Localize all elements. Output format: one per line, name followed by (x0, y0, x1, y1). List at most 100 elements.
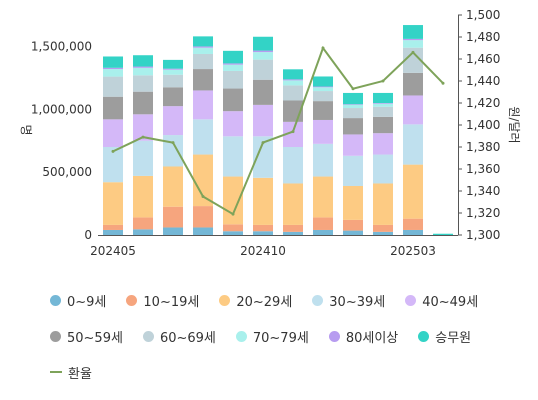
bar-segment-7-2 (163, 69, 183, 75)
bar-segment-1-4 (223, 224, 243, 232)
bar-segment-5-9 (373, 116, 393, 134)
legend-item[interactable]: 환율 (50, 363, 92, 382)
legend-swatch (126, 294, 138, 306)
bar-segment-4-10 (403, 95, 423, 125)
legend-label: 0~9세 (67, 294, 107, 310)
exchange-rate-point (111, 149, 115, 153)
bar-segment-8-7 (313, 86, 333, 88)
bar-segment-0-3 (193, 227, 213, 235)
legend-swatch (219, 294, 231, 306)
bar-segment-2-7 (313, 176, 333, 218)
bar-segment-7-5 (253, 52, 273, 60)
bar-segment-9-10 (403, 25, 423, 39)
bar-segment-9-0 (103, 56, 123, 68)
exchange-rate-point (411, 50, 415, 54)
legend-item[interactable]: 30~39세 (312, 291, 385, 310)
bar-segment-5-7 (313, 101, 333, 120)
bar-segment-6-2 (163, 74, 183, 88)
bar-segment-1-3 (193, 206, 213, 228)
legend-label: 50~59세 (67, 330, 123, 346)
bar-segment-0-4 (223, 231, 243, 235)
y-right-tick-label: 1,400 (466, 118, 500, 132)
bar-segment-1-1 (133, 217, 153, 230)
bar-segment-7-3 (193, 47, 213, 54)
legend-swatch (50, 371, 62, 373)
bar-segment-6-0 (103, 76, 123, 97)
legend-item[interactable]: 20~29세 (219, 291, 292, 310)
bar-segment-5-3 (193, 69, 213, 91)
bar-segment-1-8 (343, 219, 363, 231)
y-right-tick-label: 1,320 (466, 206, 500, 220)
bar-segment-7-8 (343, 104, 363, 109)
bar-segment-5-5 (253, 79, 273, 105)
bar-segment-0-0 (103, 229, 123, 235)
exchange-rate-point (441, 81, 445, 85)
bar-segment-3-7 (313, 143, 333, 177)
bar-segment-2-8 (343, 185, 363, 220)
bar-segment-2-4 (223, 176, 243, 225)
y-right-axis-title: 원/달러 (507, 106, 521, 143)
bar-segment-2-3 (193, 154, 213, 207)
bar-segment-6-4 (223, 70, 243, 89)
bar-segment-4-2 (163, 106, 183, 136)
exchange-rate-point (351, 87, 355, 91)
bar-segment-7-4 (223, 64, 243, 71)
y-right-tick-label: 1,500 (466, 8, 500, 22)
bar-segment-9-7 (313, 76, 333, 87)
legend-item[interactable]: 70~79세 (235, 327, 309, 346)
legend-item[interactable]: 60~69세 (142, 327, 216, 346)
bar-segment-2-9 (373, 183, 393, 225)
bar-segment-7-10 (403, 40, 423, 48)
exchange-rate-point (321, 46, 325, 50)
bar-segment-9-11 (433, 233, 453, 235)
bar-segment-8-3 (193, 46, 213, 48)
y-right-tick-label: 1,420 (466, 96, 500, 110)
bar-segment-6-5 (253, 59, 273, 80)
bar-segment-5-2 (163, 87, 183, 107)
bar-segment-7-1 (133, 67, 153, 76)
legend-label: 80세이상 (345, 330, 399, 346)
y-left-tick-label: 0 (84, 228, 92, 242)
y-right-tick-label: 1,380 (466, 140, 500, 154)
bar-segment-2-2 (163, 166, 183, 207)
legend-item[interactable]: 40~49세 (405, 291, 478, 310)
bar-segment-4-9 (373, 133, 393, 155)
axes-layer: 0 500,000 1,000,000 1,500,000 1,300 1,320 1,34… (19, 8, 521, 258)
bar-segment-6-1 (133, 75, 153, 92)
legend-label: 승무원 (435, 330, 472, 346)
chart: 0 500,000 1,000,000 1,500,000 1,300 1,320 1,34… (19, 8, 521, 258)
legend-swatch (312, 294, 324, 306)
legend-swatch (418, 330, 430, 342)
bar-segment-7-0 (103, 69, 123, 77)
y-left-axis-title: 명 (19, 124, 33, 135)
x-tick-label: 202503 (390, 244, 436, 258)
bar-segment-6-6 (283, 85, 303, 101)
exchange-rate-point (141, 135, 145, 139)
bar-segment-2-6 (283, 183, 303, 225)
legend-item[interactable]: 0~9세 (50, 291, 106, 310)
legend-row: 50~59세 60~69세 70~79세 80세이상 승무원 (50, 318, 520, 354)
bar-segment-3-3 (193, 119, 213, 155)
bar-segment-5-0 (103, 96, 123, 120)
exchange-rate-point (171, 141, 175, 145)
bar-segment-3-6 (283, 147, 303, 184)
y-right-tick-label: 1,300 (466, 228, 500, 242)
bars-layer (103, 25, 453, 235)
legend-item[interactable]: 10~19세 (126, 291, 199, 310)
bar-segment-0-1 (133, 229, 153, 235)
legend-item[interactable]: 80세이상 (328, 327, 399, 346)
bar-segment-8-5 (253, 50, 273, 53)
legend-item[interactable]: 승무원 (418, 327, 471, 346)
legend: 0~9세 10~19세 20~29세 30~39세 40~49세 50~59세 60~69세… (50, 282, 520, 390)
y-right-tick-label: 1,340 (466, 184, 500, 198)
legend-swatch (50, 294, 61, 306)
legend-item[interactable]: 50~59세 (50, 327, 123, 346)
bar-segment-0-7 (313, 229, 333, 235)
legend-swatch (50, 330, 61, 342)
bar-segment-4-7 (313, 119, 333, 144)
bar-segment-0-10 (403, 229, 423, 235)
bar-segment-0-8 (343, 230, 363, 235)
y-right-tick-label: 1,440 (466, 74, 500, 88)
bar-segment-5-4 (223, 88, 243, 112)
bar-segment-2-1 (133, 175, 153, 218)
